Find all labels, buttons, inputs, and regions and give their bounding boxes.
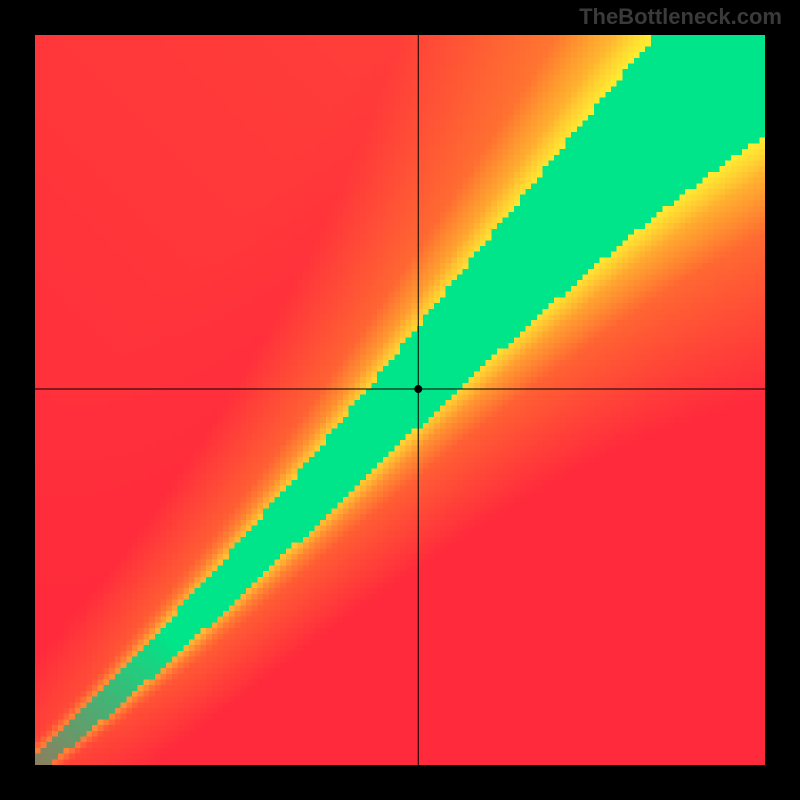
- watermark-text: TheBottleneck.com: [579, 4, 782, 30]
- chart-container: TheBottleneck.com: [0, 0, 800, 800]
- bottleneck-heatmap: [35, 35, 765, 765]
